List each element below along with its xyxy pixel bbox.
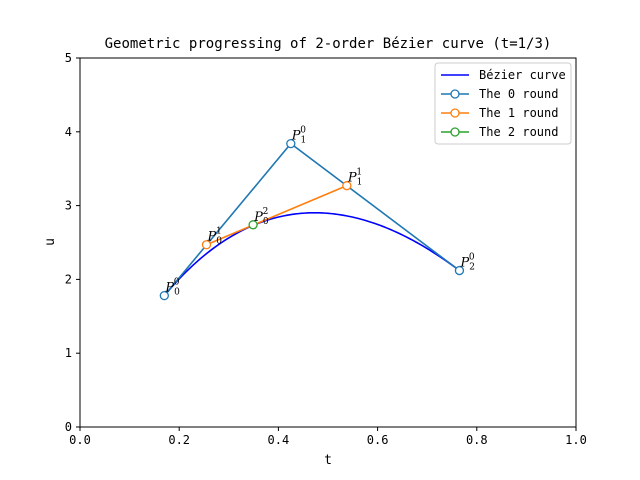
point-label: P20 [459, 253, 474, 273]
legend-marker [450, 108, 460, 118]
round-1-marker [201, 240, 212, 250]
round-1-line [206, 184, 348, 246]
x-tick-label: 0.0 [69, 433, 91, 447]
y-tick-label: 0 [65, 420, 72, 434]
x-tick-label: 0.6 [367, 433, 389, 447]
y-tick-label: 5 [65, 51, 72, 65]
legend-label: Bézier curve [479, 68, 566, 82]
legend-label: The 1 round [479, 106, 558, 120]
y-tick-label: 3 [65, 199, 72, 213]
y-tick-label: 1 [65, 346, 72, 360]
bezier-curve-line [163, 211, 460, 297]
chart-title: Geometric progressing of 2-order Bézier … [105, 36, 552, 52]
legend-marker [450, 127, 460, 137]
legend-marker [450, 89, 460, 99]
x-tick-label: 0.8 [466, 433, 488, 447]
x-tick-label: 1.0 [565, 433, 587, 447]
x-tick-label: 0.2 [168, 433, 190, 447]
x-tick-label: 0.4 [268, 433, 290, 447]
y-tick-label: 4 [65, 125, 72, 139]
round-1-marker [342, 181, 352, 191]
y-axis-label: u [43, 238, 58, 246]
point-label: P00 [164, 278, 180, 298]
round-0-marker [159, 290, 169, 301]
y-tick-label: 2 [65, 272, 72, 286]
point-label: P10 [291, 126, 306, 146]
round-0-marker [454, 265, 465, 276]
x-axis-label: t [324, 453, 332, 468]
round-0-line [163, 142, 460, 297]
plot-frame [79, 57, 577, 428]
round-2-marker [248, 220, 258, 230]
legend-box [434, 62, 572, 145]
legend: Bézier curve The 0 round The 1 round The 2 … [434, 62, 572, 145]
point-label: P01 [206, 227, 222, 247]
point-label: P11 [347, 168, 362, 188]
round-0-marker [286, 138, 296, 149]
point-label: P02 [253, 207, 269, 227]
legend-label: The 0 round [479, 87, 558, 101]
legend-label: The 2 round [479, 125, 558, 139]
